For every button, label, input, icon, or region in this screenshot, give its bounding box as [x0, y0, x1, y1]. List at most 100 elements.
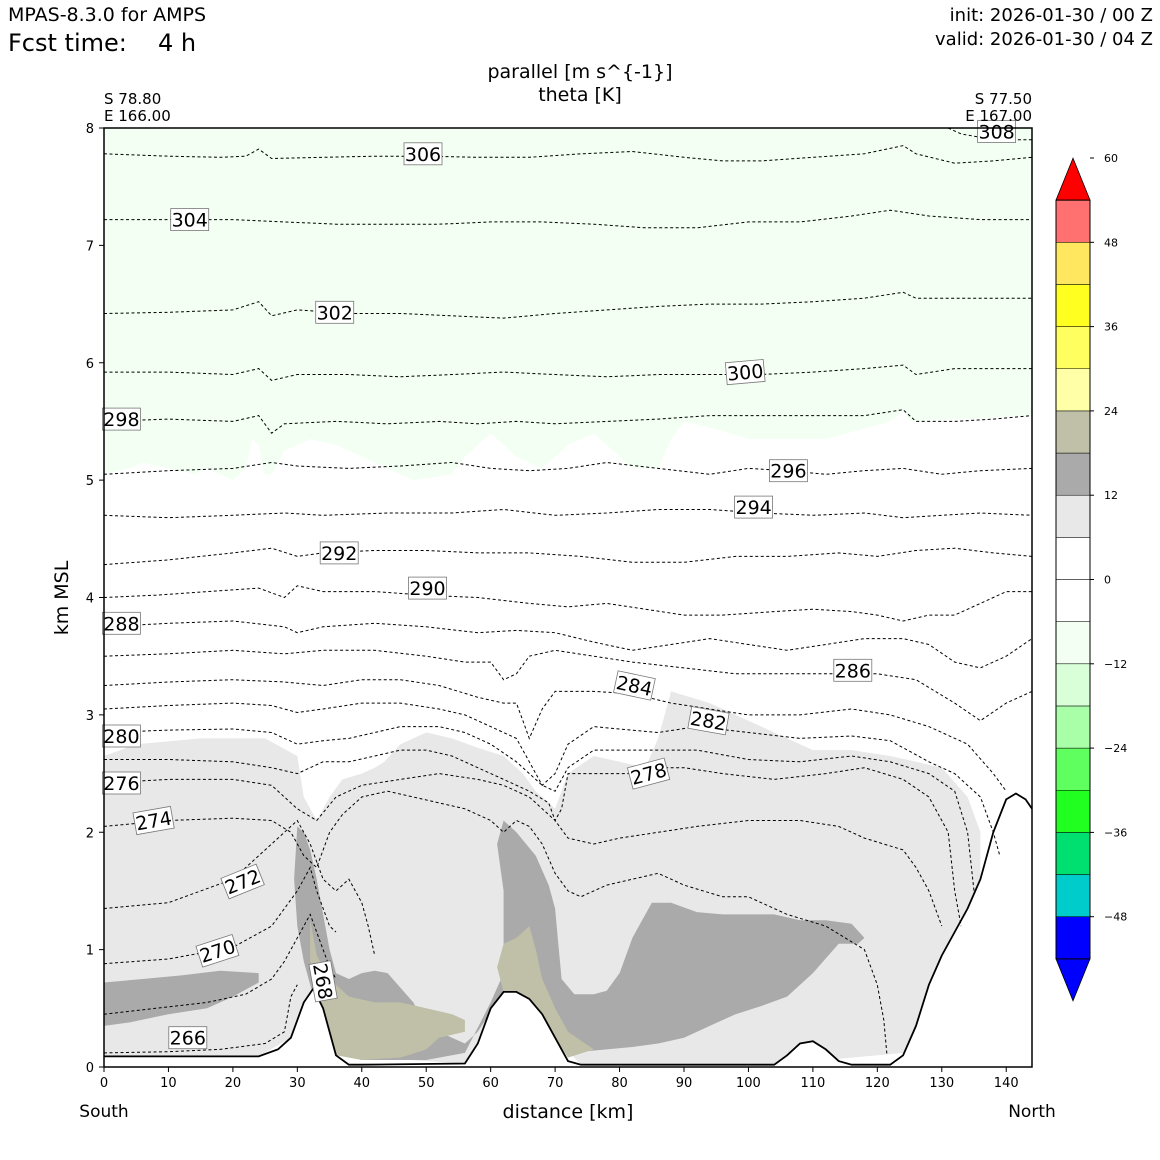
- axes: 0 10 20 30 40 50 60 70 80 90 100 110 120 130 140 0 1 2 3 4 5…: [86, 122, 1019, 1091]
- forecast-time-value: 4 h: [158, 29, 197, 57]
- contour-label-text: 290: [409, 578, 445, 600]
- contour-label-300: 300: [724, 359, 766, 386]
- contour-label-278: 278: [626, 757, 671, 790]
- contour-label-text: 298: [103, 409, 139, 431]
- contour-label-298: 298: [102, 407, 141, 431]
- init-time: init: 2026-01-30 / 00 Z: [949, 5, 1153, 26]
- y-tick-label: 8: [86, 122, 94, 137]
- contour-label-294: 294: [734, 495, 773, 519]
- x-tick-label: 10: [160, 1076, 177, 1091]
- plot-frame: [103, 127, 1033, 1068]
- contour-label-text: 294: [735, 497, 771, 519]
- theta-contour-270: [104, 866, 337, 965]
- valid-time: valid: 2026-01-30 / 04 Z: [935, 29, 1153, 50]
- x-tick-label: 110: [800, 1076, 825, 1091]
- colorbar-bin: [1055, 368, 1091, 412]
- contour-label-text: 266: [170, 1028, 206, 1050]
- theta-contour-294: [104, 508, 1032, 519]
- colorbar-bin: [1055, 284, 1091, 327]
- shaded-regions: [104, 128, 1032, 1065]
- left-endpoint-lat: S 78.80: [104, 90, 161, 108]
- colorbar-tick-label: −48: [1104, 911, 1127, 924]
- colorbar-bin: [1055, 537, 1091, 580]
- x-tick-label: 90: [676, 1076, 693, 1091]
- contour-label-text: 286: [835, 660, 871, 682]
- colorbar-bin: [1055, 242, 1091, 285]
- x-tick-label: 130: [929, 1076, 954, 1091]
- theta-contour-266: [104, 984, 298, 1054]
- theta-contour-292: [104, 547, 1032, 566]
- contour-label-276: 276: [102, 771, 141, 795]
- contour-label-box: [102, 611, 141, 635]
- colorbar: 60 48 36 24 12 0 −12 −24 −36 −48: [1055, 152, 1127, 1002]
- colorbar-bin: [1055, 663, 1091, 707]
- theta-contour-280: [104, 726, 975, 891]
- theta-contour-276: [104, 773, 943, 927]
- colorbar-tick-label: 48: [1104, 236, 1118, 249]
- contour-label-box: [132, 805, 175, 836]
- colorbar-bin: [1055, 579, 1091, 622]
- contour-label-290: 290: [408, 576, 447, 600]
- x-tick-label: 80: [611, 1076, 628, 1091]
- shaded-region-0: [104, 128, 1032, 481]
- y-tick-label: 7: [86, 239, 94, 254]
- shaded-region-4: [310, 920, 465, 1060]
- contour-label-box: [195, 933, 240, 968]
- theta-contour-298: [104, 409, 1032, 434]
- colorbar-bin: [1055, 832, 1091, 875]
- theta-contour-286: [104, 649, 1032, 722]
- contour-label-266: 266: [168, 1026, 208, 1050]
- x-tick-label: 50: [418, 1076, 435, 1091]
- contour-label-box: [319, 541, 359, 565]
- contour-label-304: 304: [170, 208, 210, 232]
- contour-label-text: 302: [317, 302, 353, 324]
- colorbar-tick-label: 12: [1104, 489, 1118, 502]
- contour-label-box: [769, 459, 808, 483]
- forecast-time-label: Fcst time:: [8, 29, 127, 57]
- chart-title-line1: parallel [m s^{-1}]: [487, 61, 672, 83]
- x-tick-label: 60: [482, 1076, 499, 1091]
- colorbar-bin: [1055, 494, 1091, 538]
- x-axis-label: distance [km]: [503, 1101, 634, 1123]
- contour-label-box: [102, 407, 141, 431]
- contour-label-box: [626, 757, 671, 790]
- x-tick-label: 0: [100, 1076, 108, 1091]
- left-endpoint-lon: E 166.00: [104, 107, 171, 125]
- colorbar-extend-bottom: [1055, 958, 1091, 1002]
- colorbar-tick-label: 24: [1104, 405, 1118, 418]
- theta-contour-296: [104, 461, 1032, 475]
- y-tick-label: 2: [86, 826, 94, 841]
- theta-contour-268: [104, 913, 337, 1015]
- contour-label-282: 282: [687, 706, 730, 736]
- contour-label-268: 268: [308, 960, 338, 1003]
- colorbar-bin: [1055, 452, 1091, 496]
- contour-label-box: [687, 706, 730, 736]
- contour-label-286: 286: [833, 658, 873, 682]
- right-endpoint-lon: E 167.00: [965, 107, 1032, 125]
- colorbar-bin: [1055, 410, 1091, 454]
- x-tick-label: 140: [994, 1076, 1019, 1091]
- contour-label-text: 300: [726, 361, 764, 386]
- contour-label-288: 288: [102, 611, 141, 635]
- theta-contour-284: [104, 679, 1007, 792]
- contour-label-box: [168, 1026, 208, 1050]
- colorbar-bin: [1055, 621, 1091, 665]
- colorbar-tick-label: −24: [1104, 742, 1127, 755]
- y-tick-label: 4: [86, 592, 94, 607]
- contour-label-box: [833, 658, 873, 682]
- colorbar-outline: [1055, 199, 1091, 960]
- x-tick-label: 70: [547, 1076, 564, 1091]
- contour-label-text: 280: [103, 726, 139, 748]
- colorbar-bin: [1055, 199, 1091, 243]
- colorbar-bin: [1055, 790, 1091, 833]
- contour-label-box: [220, 863, 265, 900]
- x-tick-label: 30: [289, 1076, 306, 1091]
- theta-contour-304: [104, 209, 1032, 229]
- colorbar-bin: [1055, 326, 1091, 370]
- contour-label-text: 308: [978, 122, 1014, 144]
- contour-label-text: 306: [405, 144, 441, 166]
- terrain-line: [104, 792, 1033, 1066]
- colorbar-tick-label: 0: [1104, 574, 1111, 587]
- theta-contour-306: [104, 145, 1032, 164]
- colorbar-bin: [1055, 874, 1091, 917]
